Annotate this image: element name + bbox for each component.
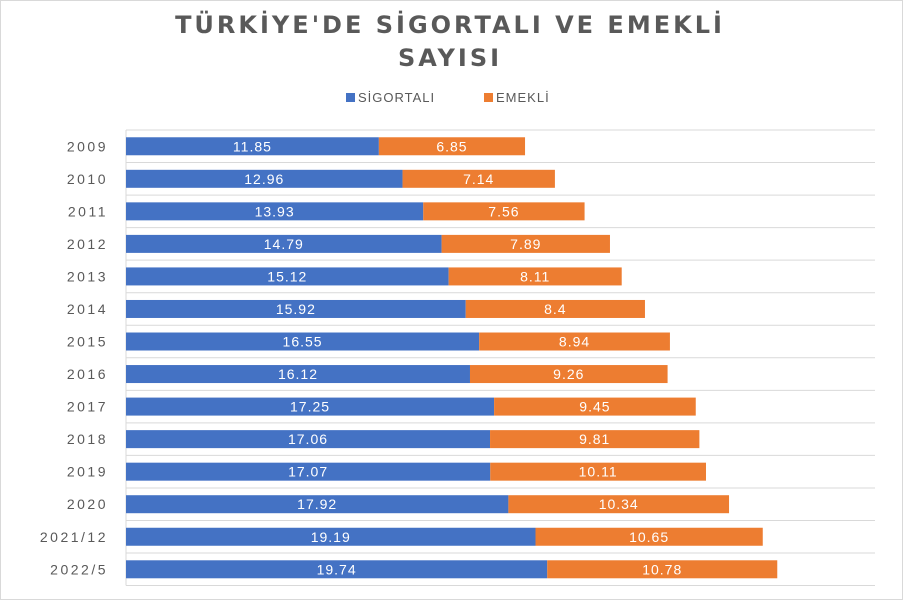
bar-sigortali: [126, 202, 424, 221]
bar-sigortali: [126, 560, 548, 579]
bar-emekli: [535, 527, 763, 546]
data-label: 10.34: [599, 496, 639, 512]
data-label: 9.26: [553, 366, 584, 382]
bar-emekli: [508, 495, 730, 514]
chart-title-line-2: SAYISI: [398, 44, 502, 72]
chart-title-line-1: TÜRKİYE'DE SİGORTALI VE EMEKLİ: [175, 9, 725, 39]
category-label: 2022/5: [50, 561, 108, 577]
category-label: 2010: [67, 171, 108, 187]
bar-emekli: [490, 430, 700, 449]
data-label: 19.74: [317, 561, 357, 577]
bar-sigortali: [126, 495, 509, 514]
legend-label-0: SİGORTALI: [358, 90, 435, 105]
data-label: 8.4: [544, 301, 566, 317]
category-label: 2018: [67, 431, 108, 447]
legend-swatch-0: [346, 93, 355, 102]
gridlines: [125, 129, 875, 587]
data-label: 17.25: [290, 399, 330, 415]
category-label: 2015: [67, 334, 108, 350]
data-label: 8.11: [520, 268, 550, 284]
legend-swatch-1: [484, 93, 493, 102]
bar-sigortali: [126, 430, 491, 449]
data-label: 8.94: [559, 334, 590, 350]
bar-sigortali: [126, 299, 466, 318]
category-label: 2012: [67, 236, 108, 252]
bar-sigortali: [126, 267, 449, 286]
bars: 2009 11.85 6.85 2010 12.96 7.14 2011 13.93 7.56 2…: [40, 137, 778, 579]
category-label: 2013: [67, 268, 108, 284]
data-label: 15.92: [276, 301, 316, 317]
data-label: 19.19: [311, 529, 351, 545]
data-label: 17.07: [288, 464, 328, 480]
bar-sigortali: [126, 332, 480, 351]
data-label: 10.11: [579, 464, 618, 480]
data-label: 7.89: [510, 236, 541, 252]
data-label: 17.92: [297, 496, 337, 512]
legend: SİGORTALI EMEKLİ: [346, 90, 550, 105]
category-label: 2014: [67, 301, 108, 317]
data-label: 7.14: [463, 171, 494, 187]
category-label: 2020: [67, 496, 108, 512]
bar-emekli: [494, 397, 696, 416]
data-label: 12.96: [244, 171, 284, 187]
category-label: 2009: [67, 138, 108, 154]
bar-emekli: [423, 202, 585, 221]
bar-emekli: [469, 365, 668, 384]
data-label: 6.85: [436, 138, 467, 154]
data-label: 10.78: [642, 561, 682, 577]
bar-sigortali: [126, 462, 491, 481]
bar-emekli: [441, 234, 610, 253]
category-label: 2011: [68, 203, 108, 219]
bar-sigortali: [126, 397, 495, 416]
bar-emekli: [448, 267, 622, 286]
data-label: 7.56: [488, 203, 519, 219]
category-label: 2019: [67, 464, 108, 480]
data-label: 14.79: [264, 236, 304, 252]
legend-label-1: EMEKLİ: [496, 90, 550, 105]
bar-emekli: [402, 169, 555, 188]
data-label: 11.85: [233, 138, 272, 154]
data-label: 9.81: [579, 431, 610, 447]
bar-sigortali: [126, 234, 442, 253]
category-label: 2021/12: [40, 529, 108, 545]
data-label: 13.93: [255, 203, 295, 219]
category-label: 2016: [67, 366, 108, 382]
bar-sigortali: [126, 137, 379, 156]
category-label: 2017: [67, 399, 108, 415]
bar-emekli: [465, 299, 645, 318]
bar-sigortali: [126, 365, 470, 384]
bar-emekli: [378, 137, 526, 156]
bar-emekli: [479, 332, 670, 351]
data-label: 17.06: [288, 431, 328, 447]
bar-emekli: [490, 462, 706, 481]
bar-sigortali: [126, 169, 403, 188]
data-label: 9.45: [579, 399, 610, 415]
bar-sigortali: [126, 527, 536, 546]
data-label: 15.12: [267, 268, 307, 284]
data-label: 16.55: [283, 334, 323, 350]
bar-emekli: [547, 560, 778, 579]
data-label: 16.12: [278, 366, 318, 382]
data-label: 10.65: [629, 529, 669, 545]
